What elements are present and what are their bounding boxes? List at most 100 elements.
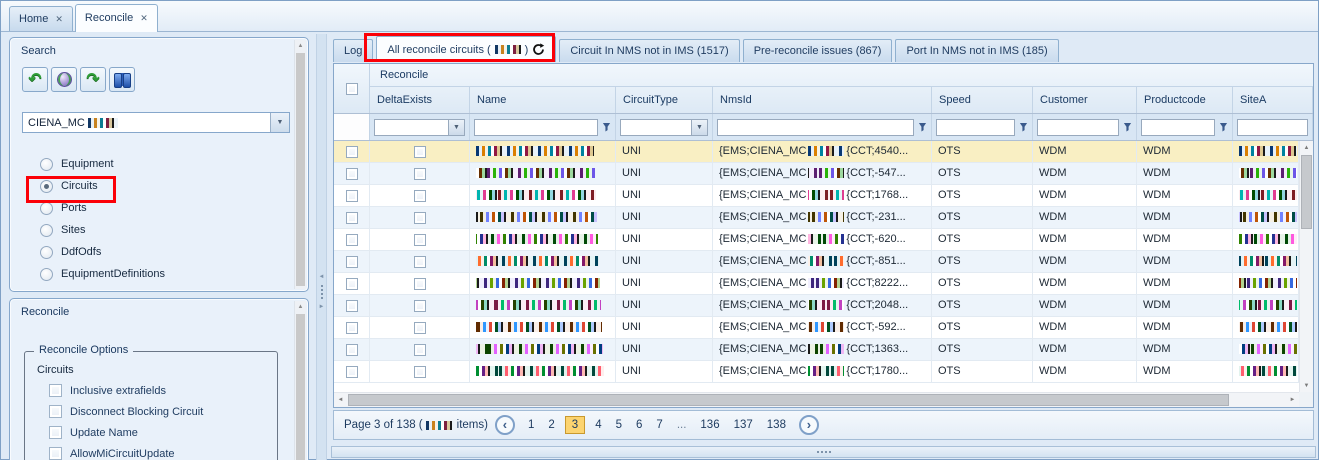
row-select-checkbox[interactable] <box>334 185 370 206</box>
funnel-filter-icon[interactable] <box>918 122 927 132</box>
chevron-down-icon[interactable]: ▼ <box>448 118 465 136</box>
reconcile-panel-scrollbar[interactable]: ▲ <box>294 301 306 460</box>
filter-input[interactable] <box>620 118 692 136</box>
tab-home[interactable]: Home ✕ <box>9 6 73 31</box>
tab-all-reconcile-circuits[interactable]: All reconcile circuits ( ) <box>376 36 557 62</box>
table-row[interactable]: UNI {EMS;CIENA_MC {CCT;-851... OTS WDM WDM <box>334 251 1299 273</box>
grid-vertical-scrollbar[interactable]: ▲ ▼ <box>1299 141 1313 392</box>
filter-input[interactable] <box>374 118 449 136</box>
col-header-deltaexists[interactable]: DeltaExists <box>370 87 470 113</box>
col-header-name[interactable]: Name <box>470 87 616 113</box>
splitter-left-icon[interactable]: ◄ <box>318 274 325 280</box>
checkbox-allowmicircuitupdate[interactable]: AllowMiCircuitUpdate <box>37 443 277 460</box>
bottom-splitter[interactable] <box>331 446 1316 458</box>
checkbox-disconnect-blocking-circuit[interactable]: Disconnect Blocking Circuit <box>37 401 277 422</box>
page-number[interactable]: 1 <box>527 419 535 431</box>
table-row[interactable]: UNI {EMS;CIENA_MC {CCT;-620... OTS WDM WDM <box>334 229 1299 251</box>
table-row[interactable]: UNI {EMS;CIENA_MC {CCT;4540... OTS WDM WDM <box>334 141 1299 163</box>
row-select-checkbox[interactable] <box>334 141 370 162</box>
scroll-down-icon[interactable]: ▼ <box>1303 382 1310 389</box>
row-select-checkbox[interactable] <box>334 361 370 382</box>
radio-equipmentdefinitions[interactable]: EquipmentDefinitions <box>40 263 165 285</box>
deltaexists-checkbox[interactable] <box>370 317 470 338</box>
funnel-filter-icon[interactable] <box>602 122 611 132</box>
col-header-circuittype[interactable]: CircuitType <box>616 87 713 113</box>
scrollbar-thumb[interactable] <box>296 314 305 460</box>
close-icon[interactable]: ✕ <box>55 13 63 24</box>
row-select-checkbox[interactable] <box>334 251 370 272</box>
undo-button[interactable]: ↶ <box>22 67 48 92</box>
radio-equipment[interactable]: Equipment <box>40 153 165 175</box>
deltaexists-checkbox[interactable] <box>370 185 470 206</box>
table-row[interactable]: UNI {EMS;CIENA_MC {CCT;-231... OTS WDM WDM <box>334 207 1299 229</box>
page-number[interactable]: 4 <box>595 419 602 431</box>
radio-sites[interactable]: Sites <box>40 219 165 241</box>
filter-input[interactable] <box>936 118 1015 136</box>
row-select-checkbox[interactable] <box>334 207 370 228</box>
page-number[interactable]: 2 <box>548 419 555 431</box>
scroll-up-icon[interactable]: ▲ <box>297 43 304 49</box>
filter-input[interactable] <box>717 118 914 136</box>
table-row[interactable]: UNI {EMS;CIENA_MC {CCT;2048... OTS WDM WDM <box>334 295 1299 317</box>
deltaexists-checkbox[interactable] <box>370 273 470 294</box>
filter-input[interactable] <box>474 118 598 136</box>
deltaexists-checkbox[interactable] <box>370 295 470 316</box>
page-number[interactable]: 138 <box>766 419 786 431</box>
row-select-checkbox[interactable] <box>334 317 370 338</box>
funnel-filter-icon[interactable] <box>1219 122 1228 132</box>
grid-horizontal-scrollbar[interactable]: ◄ ► <box>334 392 1299 407</box>
tab-log[interactable]: Log <box>333 39 374 62</box>
close-icon[interactable]: ✕ <box>140 12 148 23</box>
page-number[interactable]: 5 <box>615 419 622 431</box>
page-number[interactable]: 3 <box>564 416 586 434</box>
scroll-up-icon[interactable]: ▲ <box>297 304 304 310</box>
scrollbar-thumb[interactable] <box>296 53 305 286</box>
refresh-icon[interactable] <box>532 43 545 56</box>
page-number[interactable]: 7 <box>656 419 663 431</box>
tab-port-in-nms-not-in-ims[interactable]: Port In NMS not in IMS (185) <box>895 39 1059 62</box>
checkbox-update-name[interactable]: Update Name <box>37 422 277 443</box>
row-select-checkbox[interactable] <box>334 273 370 294</box>
deltaexists-checkbox[interactable] <box>370 339 470 360</box>
splitter-right-icon[interactable]: ► <box>318 304 325 310</box>
redo-button[interactable]: ↷ <box>80 67 106 92</box>
checkbox-inclusive-extrafields[interactable]: Inclusive extrafields <box>37 380 277 401</box>
scroll-right-icon[interactable]: ► <box>1289 397 1296 403</box>
scroll-up-icon[interactable]: ▲ <box>1303 144 1310 151</box>
table-row[interactable]: UNI {EMS;CIENA_MC {CCT;1780... OTS WDM WDM <box>334 361 1299 383</box>
page-number[interactable]: 6 <box>636 419 643 431</box>
row-select-checkbox[interactable] <box>334 339 370 360</box>
search-panel-scrollbar[interactable]: ▲ <box>294 40 306 289</box>
col-header-sitea[interactable]: SiteA <box>1233 87 1313 113</box>
scrollbar-thumb[interactable] <box>1301 155 1312 229</box>
tab-circuit-in-nms-not-in-ims[interactable]: Circuit In NMS not in IMS (1517) <box>559 39 740 62</box>
filter-input[interactable] <box>1237 118 1308 136</box>
refresh-button[interactable] <box>51 67 77 92</box>
deltaexists-checkbox[interactable] <box>370 163 470 184</box>
radio-circuits[interactable]: Circuits <box>40 175 165 197</box>
tab-reconcile[interactable]: Reconcile ✕ <box>74 4 158 32</box>
chevron-down-icon[interactable]: ▼ <box>691 118 708 136</box>
table-row[interactable]: UNI {EMS;CIENA_MC {CCT;1363... OTS WDM WDM <box>334 339 1299 361</box>
funnel-filter-icon[interactable] <box>1123 122 1132 132</box>
scrollbar-thumb[interactable] <box>348 394 1229 406</box>
table-row[interactable]: UNI {EMS;CIENA_MC {CCT;1768... OTS WDM WDM <box>334 185 1299 207</box>
deltaexists-checkbox[interactable] <box>370 251 470 272</box>
tab-pre-reconcile-issues[interactable]: Pre-reconcile issues (867) <box>742 39 893 62</box>
page-number[interactable]: 137 <box>733 419 753 431</box>
next-page-button[interactable]: › <box>798 415 819 435</box>
funnel-filter-icon[interactable] <box>1019 122 1028 132</box>
col-header-productcode[interactable]: Productcode <box>1137 87 1233 113</box>
col-header-speed[interactable]: Speed <box>932 87 1033 113</box>
chevron-down-icon[interactable]: ▼ <box>270 113 289 132</box>
sidebar-splitter[interactable]: ◄ ► <box>316 34 327 460</box>
row-select-checkbox[interactable] <box>334 163 370 184</box>
select-all-checkbox[interactable] <box>334 64 370 113</box>
scope-combobox[interactable]: CIENA_MC ▼ <box>22 112 290 133</box>
filter-input[interactable] <box>1037 118 1119 136</box>
table-row[interactable]: UNI {EMS;CIENA_MC {CCT;-547... OTS WDM WDM <box>334 163 1299 185</box>
table-row[interactable]: UNI {EMS;CIENA_MC {CCT;8222... OTS WDM WDM <box>334 273 1299 295</box>
row-select-checkbox[interactable] <box>334 229 370 250</box>
row-select-checkbox[interactable] <box>334 295 370 316</box>
deltaexists-checkbox[interactable] <box>370 229 470 250</box>
